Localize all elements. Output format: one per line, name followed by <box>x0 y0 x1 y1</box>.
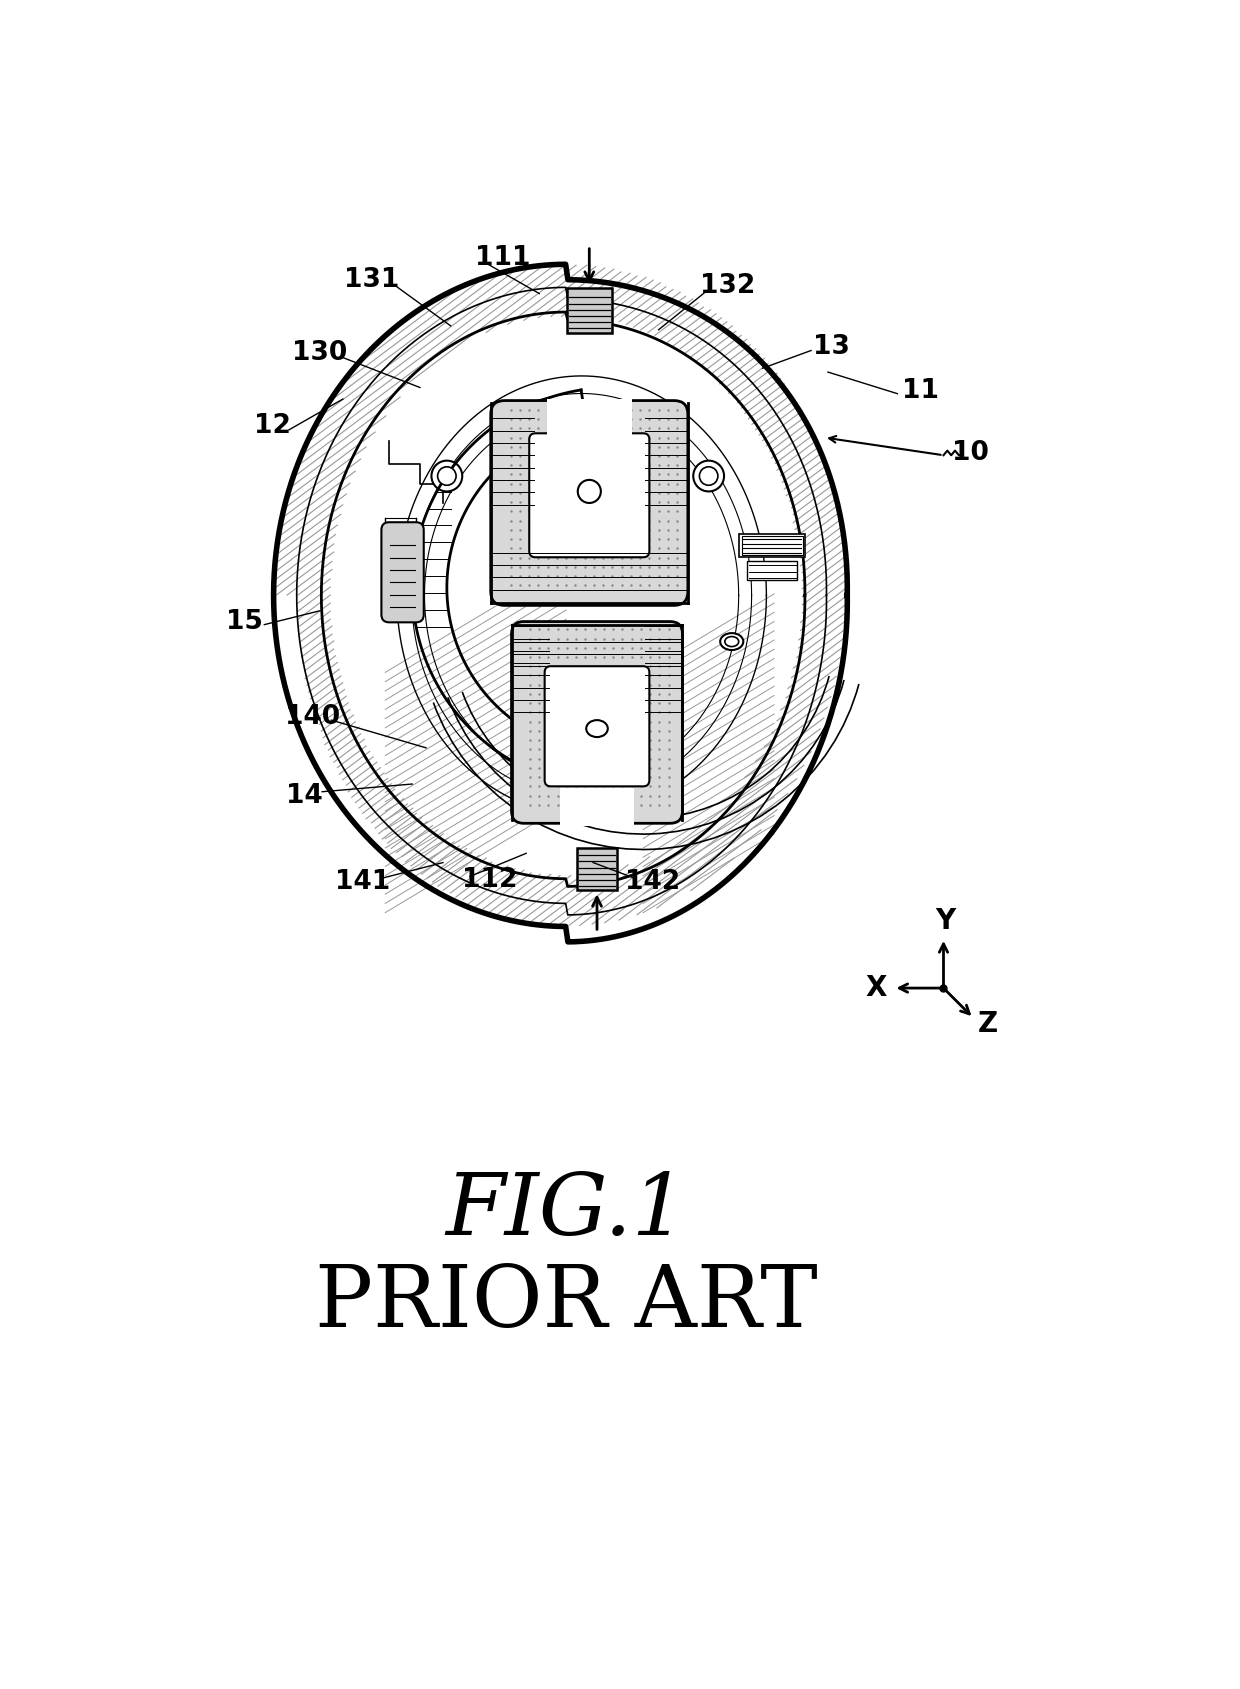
Text: 130: 130 <box>293 339 347 367</box>
Text: Y: Y <box>935 907 955 936</box>
Text: 112: 112 <box>461 866 517 893</box>
Text: 140: 140 <box>284 704 340 730</box>
Bar <box>742 535 802 554</box>
Bar <box>560 787 634 826</box>
FancyBboxPatch shape <box>382 522 424 622</box>
Text: 13: 13 <box>813 334 851 360</box>
Ellipse shape <box>720 633 743 650</box>
Circle shape <box>693 461 724 491</box>
Text: Z: Z <box>977 1010 997 1039</box>
Ellipse shape <box>725 637 739 647</box>
Text: FIG.1: FIG.1 <box>445 1170 687 1253</box>
Text: 11: 11 <box>901 378 939 404</box>
Bar <box>577 848 618 890</box>
Text: 10: 10 <box>952 439 988 466</box>
Bar <box>567 289 611 333</box>
Circle shape <box>578 480 601 503</box>
Text: 132: 132 <box>701 274 755 299</box>
Text: 15: 15 <box>226 610 263 635</box>
FancyBboxPatch shape <box>544 665 650 787</box>
Text: 131: 131 <box>345 267 399 292</box>
Text: 12: 12 <box>254 414 290 439</box>
Text: X: X <box>866 975 887 1002</box>
Text: PRIOR ART: PRIOR ART <box>315 1262 817 1346</box>
Text: 142: 142 <box>625 868 680 895</box>
FancyBboxPatch shape <box>491 400 688 605</box>
FancyBboxPatch shape <box>512 622 682 823</box>
Bar <box>547 399 631 437</box>
Circle shape <box>432 461 463 491</box>
Polygon shape <box>321 312 805 887</box>
Polygon shape <box>274 263 847 942</box>
Polygon shape <box>397 377 766 814</box>
Text: 141: 141 <box>335 868 389 895</box>
Text: 14: 14 <box>286 782 322 809</box>
FancyBboxPatch shape <box>529 434 650 557</box>
Text: 111: 111 <box>475 245 531 272</box>
Circle shape <box>699 466 718 485</box>
Bar <box>739 534 805 557</box>
Circle shape <box>438 466 456 485</box>
Ellipse shape <box>587 720 608 736</box>
Bar <box>748 561 797 579</box>
